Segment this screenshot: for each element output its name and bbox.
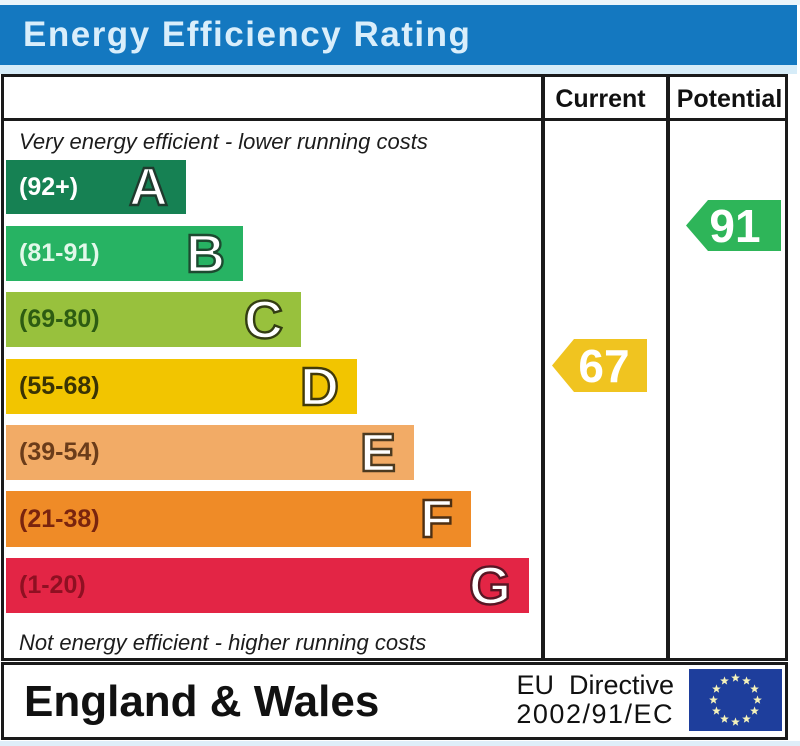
svg-text:91: 91 — [709, 200, 760, 251]
svg-text:67: 67 — [578, 340, 629, 392]
